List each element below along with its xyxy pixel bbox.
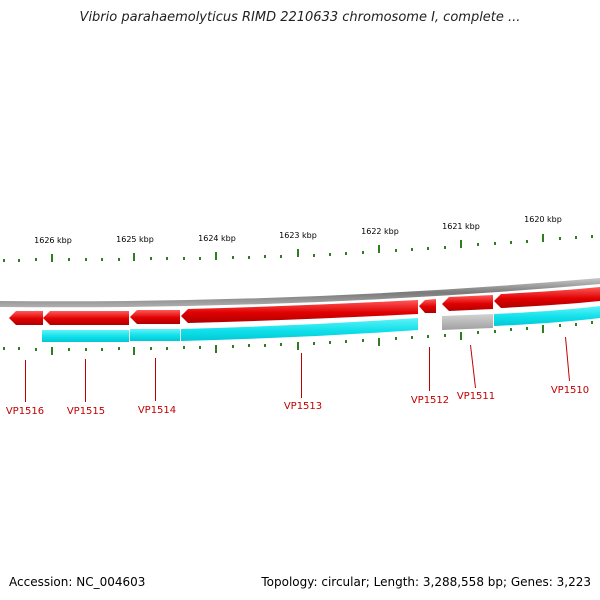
gene-vp1511[interactable] <box>442 295 493 311</box>
gene-label-vp1510[interactable]: VP1510 <box>551 385 589 396</box>
gene-label-vp1513[interactable]: VP1513 <box>284 401 322 412</box>
kbp-label: 1622 kbp <box>361 227 399 236</box>
gene-label-vp1511[interactable]: VP1511 <box>457 391 495 402</box>
gene-label-vp1516[interactable]: VP1516 <box>6 406 44 417</box>
gene-vp1514[interactable] <box>130 310 180 324</box>
sequence-summary: Topology: circular; Length: 3,288,558 bp… <box>261 575 591 589</box>
gene-vp1512[interactable] <box>419 299 436 313</box>
kbp-label: 1625 kbp <box>116 235 154 244</box>
kbp-label: 1623 kbp <box>279 231 317 240</box>
gene-track[interactable] <box>9 287 600 325</box>
cds-track[interactable] <box>42 306 600 342</box>
gene-vp1516[interactable] <box>9 311 43 325</box>
cds-vp1513[interactable] <box>181 318 418 341</box>
kbp-label: 1621 kbp <box>442 222 480 231</box>
gene-vp1513[interactable] <box>181 300 418 323</box>
gene-label-vp1515[interactable]: VP1515 <box>67 406 105 417</box>
kbp-label: 1620 kbp <box>524 215 562 224</box>
map-title: Vibrio parahaemolyticus RIMD 2210633 chr… <box>79 10 521 25</box>
cds-vp1515[interactable] <box>42 330 129 342</box>
gene-vp1515[interactable] <box>43 311 129 325</box>
gene-vp1510[interactable] <box>494 287 600 308</box>
gene-labels: VP1516 VP1515 VP1514 VP1513 VP1512 VP151… <box>6 385 589 417</box>
label-connectors <box>25 336 570 402</box>
accession-text: Accession: NC_004603 <box>9 575 146 589</box>
lower-scale <box>3 321 593 355</box>
cds-vp1511-pseudo[interactable] <box>442 314 493 330</box>
kbp-label: 1624 kbp <box>198 234 236 243</box>
gene-label-vp1512[interactable]: VP1512 <box>411 395 449 406</box>
sequence-backbone <box>0 278 600 308</box>
gene-label-vp1514[interactable]: VP1514 <box>138 405 176 416</box>
scale-labels: 1626 kbp 1625 kbp 1624 kbp 1623 kbp 1622… <box>34 215 562 245</box>
upper-scale <box>3 234 593 262</box>
cds-vp1514[interactable] <box>130 329 180 341</box>
kbp-label: 1626 kbp <box>34 236 72 245</box>
cds-vp1510[interactable] <box>494 306 600 326</box>
